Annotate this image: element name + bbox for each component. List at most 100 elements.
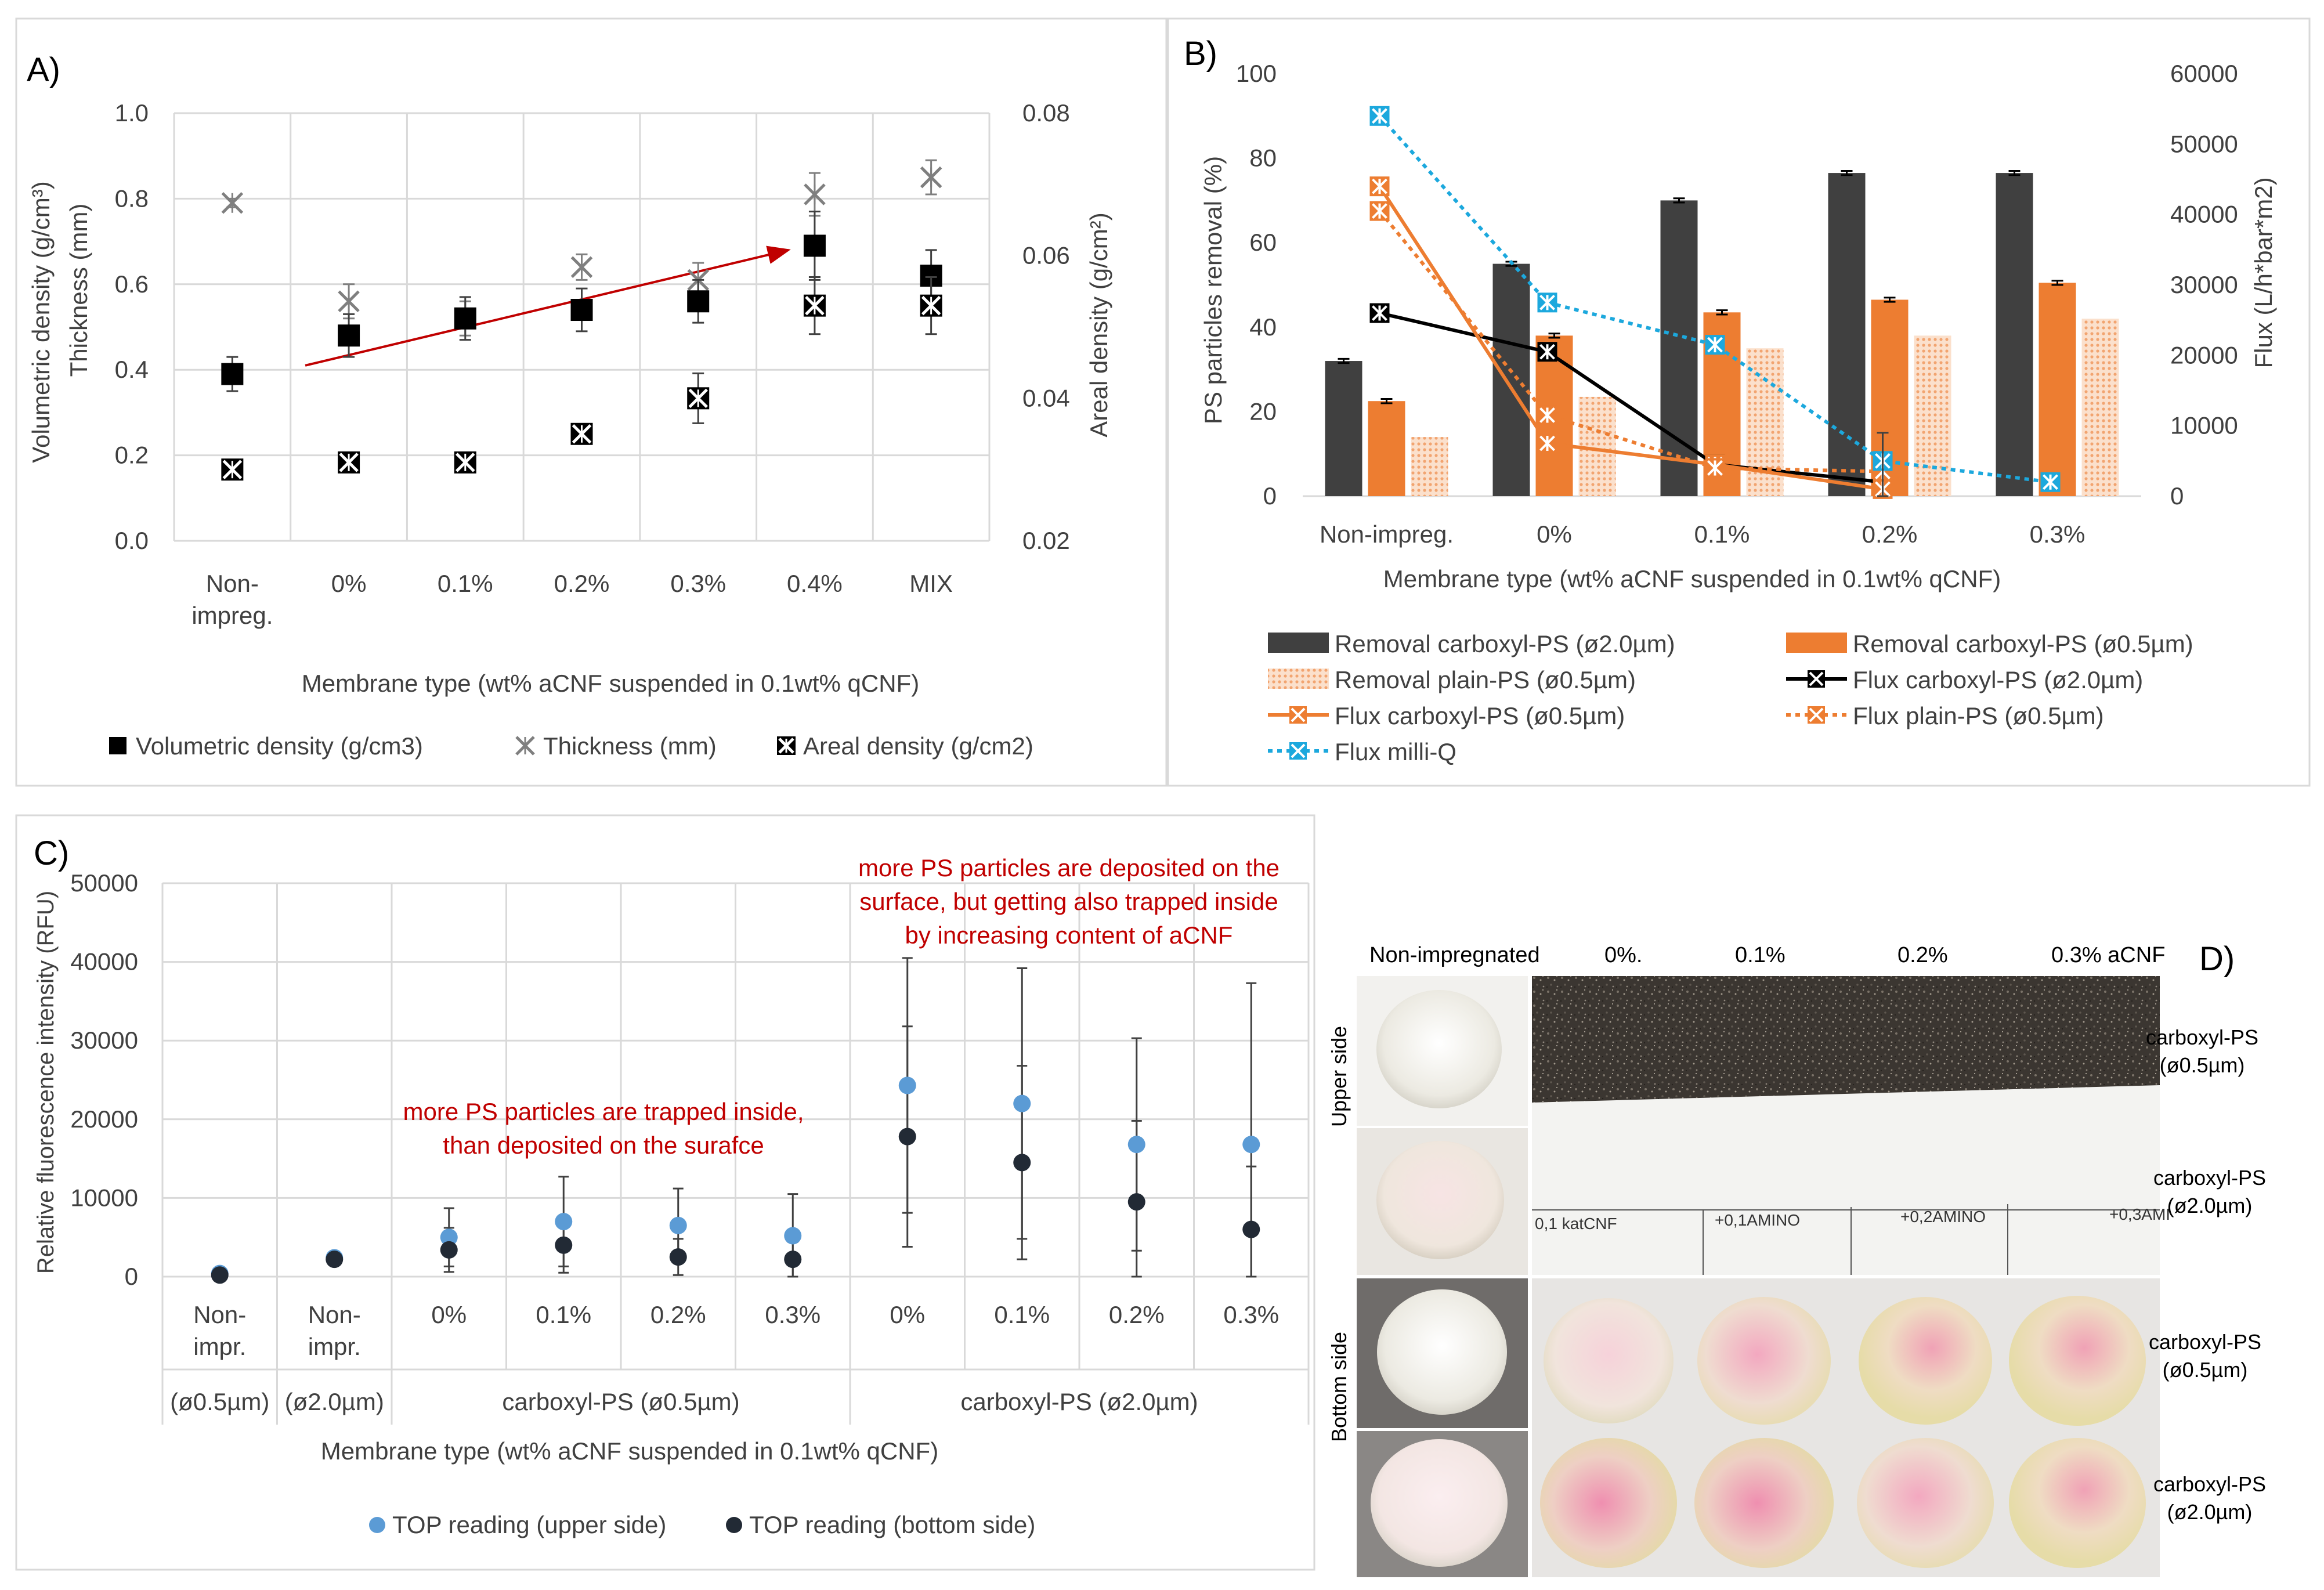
a-trend-arrow	[305, 245, 791, 367]
panel-a-frame	[15, 17, 1169, 787]
legend-c-upper-label: TOP reading (upper side)	[392, 1511, 666, 1538]
b-line-point-cross-s1-1	[1539, 435, 1555, 451]
legend-b-flux-plain-swatch	[1786, 706, 1847, 724]
legend-a-thickness-label: Thickness (mm)	[543, 732, 717, 760]
row-label-2-a: carboxyl-PS	[2153, 1166, 2266, 1190]
b-xtick-2: 0.1%	[1694, 521, 1750, 548]
disc-bottom-05-03	[2009, 1296, 2146, 1426]
b-line-2	[1378, 209, 1883, 474]
a-xtick-0-line2: impreg.	[191, 602, 273, 629]
a-volumetric-point-1	[338, 324, 360, 347]
c-xtick-6: 0%	[890, 1301, 925, 1328]
a-volumetric-point-5	[803, 234, 826, 257]
paper-label-4: +0,3AMI	[2109, 1205, 2170, 1223]
a-thickness-point-6	[920, 166, 942, 189]
legend-b-flux-milliq-label: Flux milli-Q	[1335, 738, 1456, 765]
panel-d-col-nonimpregnated: Non-impregnated	[1369, 943, 1540, 967]
b-line-point-s2-2	[1705, 458, 1725, 478]
c-xtick-4: 0.2%	[650, 1301, 706, 1328]
c-xtick-3: 0.1%	[536, 1301, 591, 1328]
b-line-3	[1378, 114, 2051, 484]
panel-b: B) 0 20 40 60 80 100 0 10000 20000 30000 40000 5000…	[1165, 17, 2311, 787]
b-xtick-1: 0%	[1537, 521, 1572, 548]
c-point-s0-9	[1242, 1136, 1260, 1154]
b-line-point-cross-s0-1	[1539, 344, 1555, 360]
disc-bottom-05-02	[1859, 1297, 1992, 1425]
panel-c-xlabel: Membrane type (wt% aCNF suspended in 0.1…	[321, 1437, 938, 1465]
legend-a-volumetric-marker	[109, 737, 126, 754]
panel-b-label: B)	[1184, 35, 1217, 73]
legend-b-flux-0-5-label: Flux carboxyl-PS (ø0.5µm)	[1335, 702, 1625, 729]
b-bar-err-s0-0	[1338, 357, 1350, 364]
c-point-s1-6	[898, 1128, 916, 1145]
b-bar-err-s0-3	[1841, 169, 1853, 176]
c-point-s0-4	[669, 1216, 687, 1234]
disc-bottom-20-03	[2009, 1438, 2146, 1568]
a-ytick-left-0: 0.0	[115, 527, 149, 554]
c-xtick-0-l2: impr.	[193, 1333, 246, 1360]
a-areal-point-2	[454, 451, 476, 474]
b-line-point-s2-1	[1537, 405, 1557, 425]
b-line-point-s0-1	[1537, 342, 1557, 362]
b-line-point-s3-0	[1369, 106, 1390, 126]
panel-b-lines	[1369, 106, 2061, 499]
row-label-3-b: (ø0.5µm)	[2163, 1358, 2248, 1382]
b-ytick-right-6: 60000	[2170, 60, 2238, 87]
panel-c-gridlines	[161, 882, 1310, 1425]
c-point-s0-2	[440, 1228, 458, 1246]
b-ytick-right-5: 50000	[2170, 130, 2238, 157]
c-point-s1-3	[555, 1236, 573, 1254]
panel-c-marks	[211, 957, 1260, 1284]
b-line-point-cross-s3-2	[1707, 337, 1723, 353]
a-ytick-left-2: 0.4	[115, 356, 149, 383]
b-bar-err-s1-1	[1548, 333, 1560, 339]
disc-nonimp-upper-05	[1376, 990, 1502, 1108]
c-point-s1-4	[669, 1248, 687, 1266]
disc-nonimp-bottom-05	[1377, 1289, 1507, 1415]
a-volumetric-point-0	[221, 363, 244, 385]
legend-b-removal-0-5-swatch	[1786, 633, 1847, 653]
paper-label-1: 0,1 katCNF	[1535, 1215, 1617, 1233]
b-xtick-3: 0.2%	[1862, 521, 1918, 548]
legend-a-volumetric-label: Volumetric density (g/cm3)	[136, 732, 423, 760]
c-ytick-0: 0	[125, 1263, 138, 1290]
panel-c-frame	[15, 814, 1315, 1571]
c-point-s1-0	[211, 1266, 229, 1284]
a-thickness-point-5	[804, 183, 826, 205]
b-ytick-right-1: 10000	[2170, 412, 2238, 439]
c-point-s1-5	[784, 1251, 802, 1269]
disc-nonimp-upper-20	[1376, 1141, 1504, 1259]
b-ytick-left-3: 60	[1249, 229, 1277, 256]
c-xtick-9: 0.3%	[1223, 1301, 1279, 1328]
b-line-point-cross-s2-2	[1707, 460, 1723, 476]
panel-b-frame	[1165, 17, 2311, 787]
c-xtick-2: 0%	[431, 1301, 467, 1328]
row-label-4-b: (ø2.0µm)	[2167, 1500, 2253, 1524]
disc-bottom-20-01	[1694, 1438, 1834, 1568]
c-ytick-1: 10000	[70, 1184, 138, 1211]
disc-bottom-05-01	[1697, 1297, 1831, 1425]
panel-b-ylabel-left: PS particles removal (%)	[1199, 156, 1227, 424]
a-ytick-right-2: 0.06	[1022, 242, 1070, 269]
b-line-point-cross-s3-4	[2043, 474, 2058, 490]
a-areal-point-0	[221, 458, 244, 481]
legend-a-areal-label: Areal density (g/cm2)	[803, 732, 1033, 760]
row-label-4-a: carboxyl-PS	[2153, 1472, 2266, 1496]
panel-c: C) 0 10000 20000 30000 40000 50000 Non-impr. No…	[15, 814, 1315, 1571]
a-xtick-0-line1: Non-	[206, 570, 259, 597]
c-point-s0-7	[1013, 1094, 1031, 1112]
legend-b-flux-2-0-cross	[1809, 671, 1824, 686]
legend-b-flux-2-0-swatch	[1786, 670, 1847, 688]
c-point-s1-9	[1242, 1220, 1260, 1238]
b-bar-s2-0	[1411, 437, 1448, 496]
c-xtick-8: 0.2%	[1109, 1301, 1165, 1328]
panel-a: A) 0.0 0.2 0.4 0.6 0.8 1.0 0.02 0.04 0.06 0.08 Non…	[15, 17, 1169, 787]
panel-c-annotation-1: more PS particles are trapped inside, th…	[403, 1098, 804, 1159]
b-bar-err-s0-4	[2008, 169, 2021, 176]
panel-c-ylabel: Relative fluorescence intensity (RFU)	[33, 891, 59, 1274]
b-line-point-s3-4	[2040, 472, 2061, 492]
b-ytick-right-3: 30000	[2170, 271, 2238, 298]
b-bar-s0-1	[1492, 263, 1530, 496]
row-label-1-a: carboxyl-PS	[2146, 1025, 2258, 1049]
c-ytick-3: 30000	[70, 1027, 138, 1054]
